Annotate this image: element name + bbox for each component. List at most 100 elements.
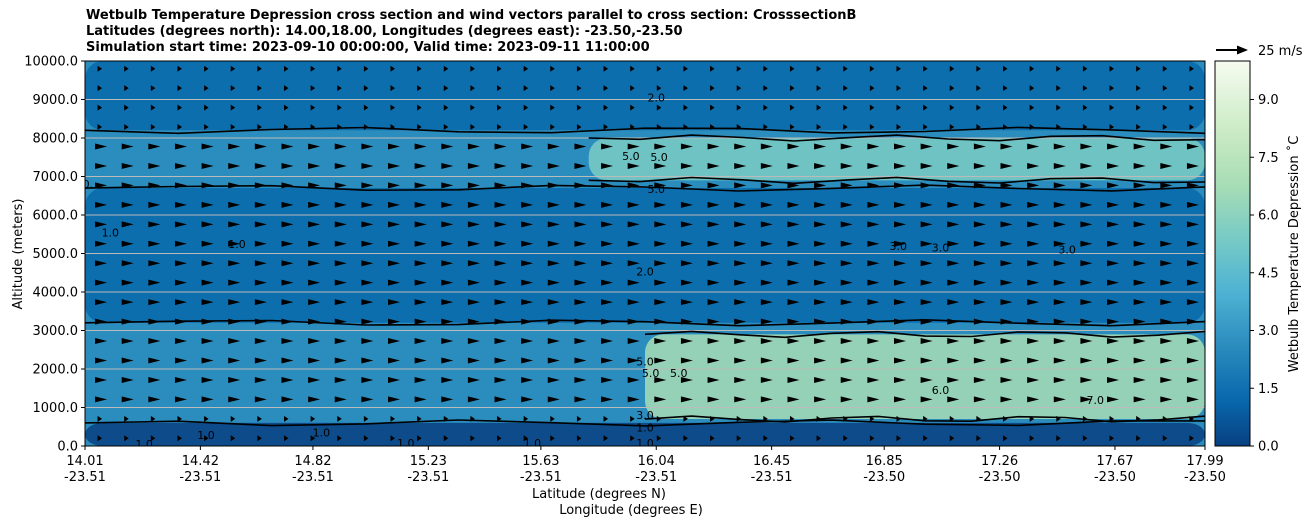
- wind-vector-12-18: [574, 201, 587, 208]
- wind-vector-5-17: [547, 338, 560, 345]
- wind-vector-16-25: [763, 124, 768, 131]
- wind-vector-14-14: [467, 162, 480, 169]
- wind-vector-7-21: [654, 299, 667, 306]
- wind-vector-15-41: [1186, 143, 1199, 150]
- wind-vector-7-33: [973, 299, 986, 306]
- wind-vector-9-26: [787, 260, 800, 267]
- wind-vector-15-15: [494, 143, 507, 150]
- wind-vector-9-16: [521, 260, 534, 267]
- wind-vector-2-36: [1053, 396, 1066, 403]
- wind-vector-13-11: [388, 182, 401, 189]
- wind-vector-19-35: [1029, 65, 1035, 72]
- wind-vector-12-35: [1027, 201, 1040, 208]
- wind-vector-10-41: [1186, 240, 1199, 247]
- wind-vector-11-39: [1133, 221, 1146, 228]
- y-tick-label-10: 10000.0: [24, 55, 78, 70]
- wind-vector-18-3: [177, 85, 182, 92]
- wind-vector-17-34: [1003, 104, 1008, 111]
- wind-vector-17-40: [1162, 104, 1168, 111]
- wind-vector-6-0: [95, 318, 108, 325]
- wind-vector-14-29: [867, 162, 880, 169]
- wind-vector-9-41: [1186, 260, 1199, 267]
- wind-vector-4-38: [1107, 357, 1120, 364]
- wind-vector-19-20: [630, 65, 635, 72]
- wind-vector-3-31: [920, 376, 933, 383]
- wind-vector-14-26: [787, 162, 800, 169]
- wind-vector-14-10: [361, 162, 374, 169]
- wind-vector-9-38: [1107, 260, 1120, 267]
- wind-vector-7-20: [627, 299, 640, 306]
- wind-vector-7-4: [201, 299, 214, 306]
- wind-vector-13-32: [947, 182, 960, 189]
- wind-vector-3-37: [1080, 376, 1093, 383]
- wind-vector-7-25: [760, 299, 773, 306]
- wind-vector-5-41: [1186, 338, 1199, 345]
- wind-vector-13-41: [1186, 182, 1199, 189]
- wind-vector-11-0: [95, 221, 108, 228]
- wind-vector-2-7: [281, 396, 294, 403]
- wind-vector-16-13: [443, 124, 449, 131]
- horizontal-gridlines: [85, 61, 1205, 446]
- wind-vector-8-28: [840, 279, 853, 286]
- wind-vector-1-15: [497, 415, 502, 422]
- wind-vector-14-39: [1133, 162, 1146, 169]
- wind-vector-9-14: [467, 260, 480, 267]
- wind-vector-15-2: [148, 143, 161, 150]
- y-axis-ticks: 0.0 1000.0 2000.0 3000.0 4000.0 5000.0 6000.0 7…: [24, 55, 85, 455]
- wind-vector-7-13: [441, 299, 454, 306]
- contour-label-20: 1.0: [197, 429, 215, 442]
- wind-vector-2-19: [601, 396, 614, 403]
- wind-vector-8-6: [254, 279, 267, 286]
- wind-vector-13-10: [361, 182, 374, 189]
- wind-vector-14-2: [148, 162, 161, 169]
- wind-vector-4-1: [121, 357, 134, 364]
- wind-vector-13-12: [414, 182, 427, 189]
- wind-vector-6-21: [654, 318, 667, 325]
- wind-vector-10-30: [893, 240, 906, 247]
- wind-vector-14-9: [334, 162, 347, 169]
- wind-vector-2-22: [680, 396, 693, 403]
- wind-vector-4-21: [654, 357, 667, 364]
- wind-vector-12-27: [814, 201, 827, 208]
- wind-vector-14-11: [388, 162, 401, 169]
- wind-vector-10-28: [840, 240, 853, 247]
- wind-vector-7-16: [521, 299, 534, 306]
- wind-vector-18-0: [97, 85, 103, 92]
- wind-vector-5-32: [947, 338, 960, 345]
- wind-vector-16-2: [150, 124, 156, 131]
- wind-vector-12-20: [627, 201, 640, 208]
- wind-vector-1-0: [97, 415, 103, 422]
- wind-vector-1-24: [736, 415, 742, 422]
- wind-vector-13-30: [893, 182, 906, 189]
- wind-vector-10-36: [1053, 240, 1066, 247]
- wind-vector-18-7: [283, 85, 289, 92]
- wind-vector-8-17: [547, 279, 560, 286]
- contour-label-4: 1.0: [102, 226, 120, 239]
- wind-vector-16-26: [789, 124, 795, 131]
- wind-vector-9-24: [734, 260, 747, 267]
- wind-vector-17-33: [976, 104, 981, 111]
- wind-vector-9-17: [547, 260, 560, 267]
- wind-vector-6-19: [601, 318, 614, 325]
- wind-vector-1-19: [603, 415, 609, 422]
- wind-vector-15-3: [174, 143, 187, 150]
- wind-vector-9-8: [308, 260, 321, 267]
- wind-vector-10-16: [521, 240, 534, 247]
- contour-label-22: 1.0: [397, 437, 415, 450]
- wind-vector-18-26: [789, 85, 795, 92]
- wind-vector-13-16: [521, 182, 534, 189]
- wind-vector-2-33: [973, 396, 986, 403]
- wind-vector-10-6: [254, 240, 267, 247]
- contour-label-17: 1.0: [636, 437, 654, 450]
- wind-vector-17-4: [204, 104, 209, 111]
- wind-vector-4-9: [334, 357, 347, 364]
- wind-vector-10-37: [1080, 240, 1093, 247]
- wind-vector-18-41: [1189, 85, 1194, 92]
- wind-vector-13-36: [1053, 182, 1066, 189]
- wind-vector-9-40: [1160, 260, 1173, 267]
- wind-vector-12-33: [973, 201, 986, 208]
- wind-vector-7-26: [787, 299, 800, 306]
- wind-vector-12-32: [947, 201, 960, 208]
- wind-vector-12-30: [893, 201, 906, 208]
- wind-vector-4-17: [547, 357, 560, 364]
